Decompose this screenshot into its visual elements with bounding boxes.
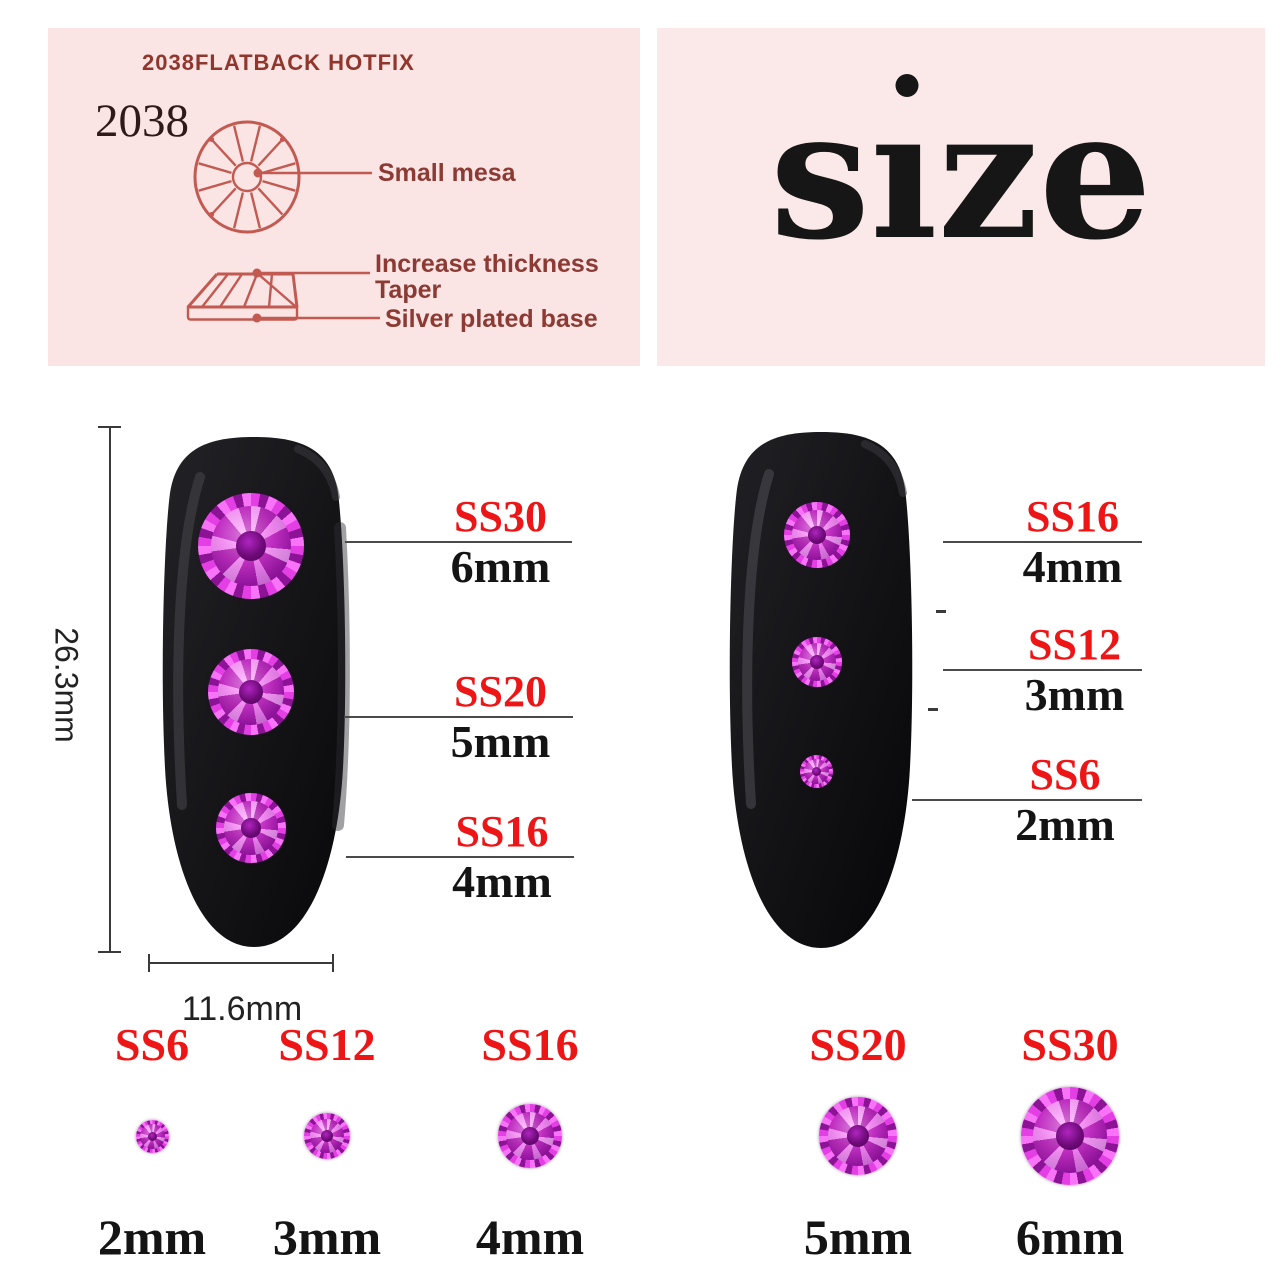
row-ss6-label: SS6 — [114, 1019, 190, 1070]
facet-spokes — [198, 125, 296, 229]
rhinestone-diagram — [186, 120, 380, 323]
edge-tick — [928, 708, 938, 711]
row-ss30-label: SS30 — [1021, 1019, 1119, 1070]
row-2mm-label: 2mm — [97, 1209, 207, 1265]
width-measure-tick-right — [332, 954, 334, 972]
model-number: 2038 — [95, 95, 189, 147]
nail-highlight — [173, 472, 205, 810]
rhinestone-ss20 — [208, 649, 294, 735]
callout-ss-label: SS12 — [1028, 620, 1121, 669]
callout-mm-label: 5mm — [450, 716, 551, 767]
edge-tick — [936, 610, 946, 613]
leader-line — [346, 856, 574, 858]
row-ss12-label: SS12 — [278, 1019, 376, 1070]
leader-line — [344, 716, 573, 718]
label-taper: Taper — [375, 276, 442, 304]
height-measure-cap-bottom — [98, 951, 121, 953]
callout-mm-label: 6mm — [450, 541, 551, 592]
row-6mm-label: 6mm — [1015, 1209, 1125, 1265]
callout-ss-label: SS20 — [454, 667, 547, 716]
height-measure-line — [109, 427, 111, 953]
label-small-mesa: Small mesa — [378, 159, 516, 187]
width-measure-label: 11.6mm — [181, 990, 303, 1028]
row-ss16-label: SS16 — [481, 1019, 579, 1070]
rhinestone-ss16-right — [784, 502, 850, 568]
row-4mm-label: 4mm — [475, 1209, 585, 1265]
nail-right — [729, 432, 913, 948]
callout-ss-label: SS16 — [455, 807, 549, 856]
nail-highlight — [742, 469, 774, 809]
height-measure-label: 26.3mm — [48, 627, 85, 743]
row-5mm-label: 5mm — [803, 1209, 913, 1265]
leader-line — [912, 799, 1142, 801]
label-increase-thickness: Increase thickness — [375, 250, 599, 278]
rhinestone-ss12 — [792, 637, 842, 687]
callout-mm-label: 3mm — [1024, 669, 1125, 720]
row-3mm-label: 3mm — [272, 1209, 382, 1265]
width-measure-line — [148, 962, 334, 964]
sample-gem-6mm — [1021, 1087, 1119, 1185]
callout-mm-label: 4mm — [452, 856, 552, 907]
row-ss20-label: SS20 — [809, 1019, 907, 1070]
side-facets — [201, 272, 296, 308]
callout-ss-label: SS16 — [1026, 492, 1119, 541]
callout-mm-label: 4mm — [1022, 541, 1123, 592]
callout-ss-label: SS6 — [1029, 750, 1101, 799]
sample-gem-2mm — [136, 1120, 169, 1153]
i-dot — [895, 74, 919, 97]
leader-line — [345, 541, 572, 543]
callout-mm-label: 2mm — [1015, 799, 1115, 850]
spec-title: 2038FLATBACK HOTFIX — [142, 50, 415, 75]
height-measure-cap-top — [98, 426, 121, 428]
sample-gem-4mm — [498, 1104, 562, 1168]
size-heading-text: sıze — [769, 70, 1153, 279]
sample-gem-3mm — [304, 1113, 350, 1159]
sample-gem-5mm — [819, 1097, 897, 1175]
rhinestone-ss6 — [800, 755, 833, 788]
rhinestone-ss16 — [216, 793, 286, 863]
leader-line — [943, 669, 1142, 671]
width-measure-tick-left — [148, 954, 150, 972]
label-silver-plated-base: Silver plated base — [385, 305, 598, 333]
leader-line — [943, 541, 1142, 543]
callout-ss-label: SS30 — [454, 492, 547, 541]
rhinestone-ss30 — [198, 493, 304, 599]
spec-panel: 2038FLATBACK HOTFIX 2038 Small mesa Incr… — [48, 28, 640, 366]
size-heading: sıze — [657, 74, 1265, 264]
size-panel: sıze — [657, 28, 1265, 366]
